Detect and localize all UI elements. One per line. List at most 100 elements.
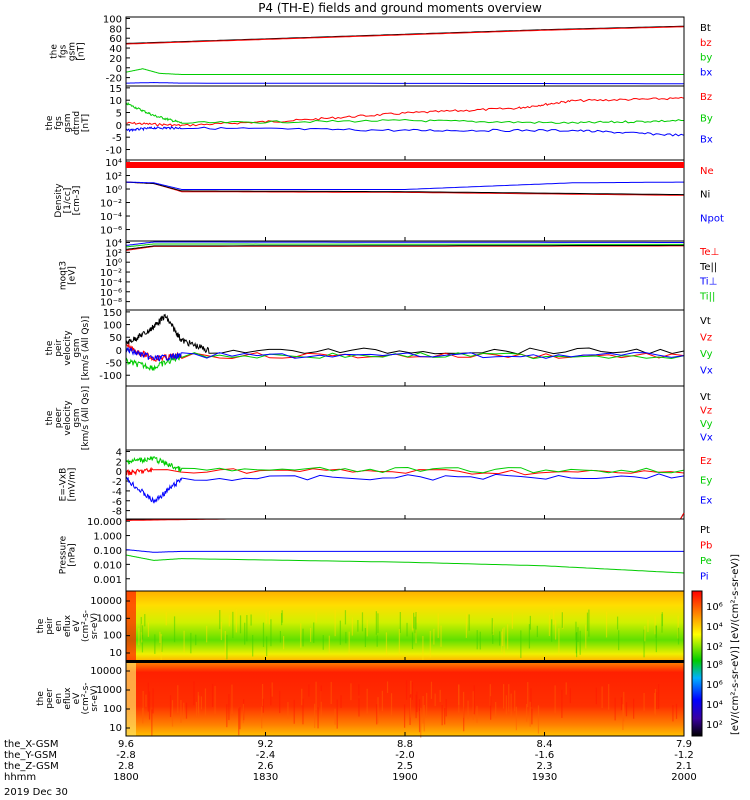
heatmap-start	[126, 591, 136, 661]
heatmap-streak	[386, 681, 389, 693]
ylabel-1-0: the	[45, 115, 55, 130]
heatmap-streak	[616, 616, 619, 630]
heatmap-streak	[643, 693, 645, 711]
heatmap-streak	[195, 701, 198, 718]
heatmap-streak	[399, 611, 401, 633]
legend-4-3: Vx	[700, 366, 713, 377]
xaxis-val-4-1: -1.2	[674, 750, 694, 761]
ylabel-0-3: [nT]	[77, 42, 87, 60]
heatmap-streak	[206, 625, 208, 643]
ytick-8-2: 100	[103, 631, 122, 642]
heatmap-streak	[169, 695, 172, 718]
frame-6	[125, 449, 685, 520]
panel-6: E=-VxB [mV/m] 420-2-4-6-8 Ez Ey Ex	[59, 447, 712, 520]
heatmap-streak	[529, 615, 531, 630]
heatmap-streak	[565, 682, 567, 695]
ytick-6-3: -2	[112, 477, 122, 488]
frame-3	[125, 240, 685, 311]
heatmap-streak	[444, 707, 446, 725]
status-band	[126, 162, 684, 168]
heatmap-streak	[242, 703, 245, 724]
heatmap-streak	[315, 612, 317, 623]
heatmap-streak	[244, 622, 246, 645]
heatmap-streak	[661, 612, 663, 627]
heatmap-streak	[361, 612, 364, 632]
heatmap-streak	[214, 685, 216, 714]
heatmap-streak	[414, 616, 416, 634]
legend-7-2: Pe	[700, 556, 712, 567]
legend-2-0: Ne	[700, 166, 714, 177]
heatmap-streak	[190, 632, 192, 654]
panel-5: the peer velocity gsm [km/s (All Qs)] Vt Vz Vy V…	[45, 385, 713, 451]
ytick-3-0: 10⁴	[105, 238, 122, 249]
heatmap-streak	[320, 685, 322, 702]
legend-5-0: Vt	[700, 392, 711, 403]
series-7-Pi	[125, 549, 684, 553]
series-1-By	[125, 101, 684, 124]
heatmap-streak	[406, 622, 408, 637]
heatmap-streak	[141, 634, 144, 653]
ytick-2-0: 10⁴	[105, 158, 122, 169]
heatmap-streak	[422, 695, 424, 724]
ytick-1-1: 10	[109, 96, 122, 107]
heatmap-streak	[152, 688, 154, 714]
colorbar-tick-0: 10⁶	[706, 602, 723, 613]
ylabel-5-2: velocity	[63, 400, 73, 436]
series-3-Ti⊥	[125, 241, 684, 246]
heatmap-streak	[385, 632, 388, 656]
frame-4	[125, 309, 685, 387]
heatmap-streak	[317, 707, 319, 729]
heatmap-streak	[193, 681, 195, 706]
ylabel-1-3: dtrnd	[72, 111, 82, 135]
legend-7-3: Pi	[700, 572, 709, 583]
heatmap-streak	[462, 691, 465, 718]
legend-4-2: Vy	[700, 349, 713, 360]
xaxis-val-1-3: 1830	[253, 772, 278, 783]
colorbar: 10⁶ 10⁴ 10² 10⁸ 10⁶ 10⁴ 10² [eV/(cm²-s-sr-eV)] …	[691, 554, 741, 737]
ytick-8-1: 1000	[97, 613, 122, 624]
heatmap-streak	[463, 706, 465, 732]
heatmap-streak	[530, 688, 532, 707]
ylabel-3-1: [eV]	[68, 266, 78, 285]
ytick-2-2: 10⁰	[105, 185, 122, 196]
heatmap-streak	[554, 685, 556, 714]
frame-2	[125, 159, 685, 242]
legend-1-0: Bz	[700, 92, 712, 103]
heatmap-streak	[520, 630, 522, 659]
series-6-Ey	[125, 455, 685, 474]
heatmap-streak	[558, 628, 560, 654]
legend-5-3: Vx	[700, 433, 713, 444]
heatmap-streak	[366, 619, 368, 637]
heatmap-streak	[588, 609, 590, 637]
heatmap-streak	[358, 684, 360, 696]
heatmap-streak	[177, 685, 179, 713]
legend-2-1: Ni	[700, 190, 710, 201]
heatmap-streak	[526, 704, 528, 722]
series-4-Vx	[125, 346, 685, 362]
ytick-7-4: 0.001	[93, 575, 122, 586]
heatmap-streak	[423, 704, 425, 732]
ylabel-8-5: (cm²-s-	[81, 610, 91, 642]
ylabel-0-1: fgs	[59, 44, 69, 58]
heatmap-streak	[561, 689, 563, 718]
heatmap-streak	[529, 701, 531, 727]
ylabel-2-2: [cm-3]	[72, 186, 82, 216]
heatmap-streak	[183, 630, 185, 653]
ylabel-5-1: peer	[54, 407, 64, 428]
ytick-1-2: 5	[116, 109, 122, 120]
heatmap-streak	[601, 686, 603, 709]
heatmap-streak	[418, 708, 421, 733]
legend-2-2: Npot	[700, 213, 724, 224]
ylabel-2-1: [1/cc]	[63, 188, 73, 214]
ytick-9-0: 10000	[90, 666, 122, 677]
ylabel-0-2: gsm	[68, 42, 78, 61]
xaxis-val-2-3: 1900	[392, 772, 417, 783]
heatmap-streak	[537, 705, 540, 734]
heatmap-streak	[656, 692, 658, 710]
heatmap-streak	[605, 611, 608, 638]
heatmap-streak	[551, 619, 553, 642]
heatmap-streak	[411, 612, 414, 631]
colorbar-tick-lower-0: 10⁸	[706, 660, 723, 671]
ylabel-6-0: E=-VxB	[59, 468, 69, 502]
